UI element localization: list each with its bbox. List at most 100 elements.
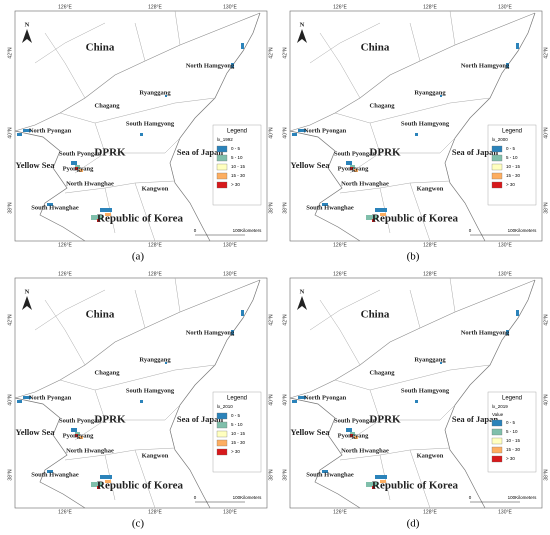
- panel-caption: (d): [407, 518, 420, 530]
- place-name: Chagang: [370, 369, 396, 376]
- latitude-label: 42°N: [7, 47, 13, 59]
- place-name: Yellow Sea: [16, 427, 56, 437]
- longitude-label: 128°E: [148, 271, 162, 277]
- legend-class: > 30: [231, 182, 240, 187]
- latitude-label: 38°N: [7, 469, 13, 481]
- longitude-label: 130°E: [498, 242, 512, 248]
- legend-class: 15 - 30: [231, 173, 246, 178]
- latitude-label: 42°N: [282, 314, 288, 326]
- latitude-label: 42°N: [7, 314, 13, 326]
- legend-title: Legend: [227, 129, 247, 135]
- place-name: North Hamgyong: [186, 62, 235, 69]
- place-name: South Hwanghae: [31, 204, 79, 211]
- legend-class: 15 - 30: [231, 440, 246, 445]
- legend-swatch: [216, 163, 228, 171]
- legend-swatch: [216, 154, 228, 162]
- latitude-label: 38°N: [282, 202, 288, 214]
- longitude-label: 128°E: [148, 4, 162, 10]
- legend-swatch: [216, 421, 228, 429]
- north-arrow-label: N: [300, 288, 305, 295]
- latitude-label: 40°N: [7, 127, 13, 139]
- legend-swatch: [216, 430, 228, 438]
- legend-layer: lx_1992: [217, 137, 233, 142]
- place-name: Sea of Japan: [452, 414, 499, 424]
- place-name: Yellow Sea: [291, 427, 331, 437]
- panel-caption: (a): [132, 251, 145, 263]
- panel-caption: (b): [407, 251, 420, 263]
- longitude-label: 130°E: [223, 271, 237, 277]
- longitude-label: 130°E: [223, 509, 237, 515]
- legend-swatch: [491, 428, 503, 436]
- latitude-label: 42°N: [543, 47, 549, 59]
- legend-class: 0 - 5: [506, 420, 516, 425]
- place-name: Chagang: [95, 369, 121, 376]
- legend-class: 5 - 10: [231, 422, 243, 427]
- legend-field: Value: [492, 412, 504, 417]
- latitude-label: 42°N: [282, 47, 288, 59]
- legend-swatch: [216, 439, 228, 447]
- place-name: North Hamgyong: [186, 329, 235, 336]
- legend-swatch: [491, 437, 503, 445]
- place-name: Ryanggang: [139, 89, 171, 96]
- latitude-label: 42°N: [543, 314, 549, 326]
- place-name: North Hwanghae: [341, 180, 389, 187]
- place-name: Republic of Korea: [97, 213, 183, 225]
- longitude-label: 130°E: [498, 4, 512, 10]
- place-name: Sea of Japan: [452, 147, 499, 157]
- longitude-label: 126°E: [58, 242, 72, 248]
- legend-swatch: [216, 172, 228, 180]
- place-name: DPRK: [369, 147, 401, 159]
- place-name: Kangwon: [142, 452, 169, 459]
- scale-label: 100Kilometers: [508, 495, 538, 500]
- place-name: Ryanggang: [414, 89, 446, 96]
- latitude-label: 42°N: [268, 314, 274, 326]
- longitude-label: 128°E: [423, 4, 437, 10]
- place-name: Pyongyang: [63, 432, 94, 439]
- longitude-label: 128°E: [148, 509, 162, 515]
- legend-class: > 30: [506, 182, 515, 187]
- north-arrow-label: N: [25, 288, 30, 295]
- latitude-label: 38°N: [7, 202, 13, 214]
- scale-label: 100Kilometers: [233, 228, 263, 233]
- legend-class: > 30: [506, 456, 515, 461]
- latitude-label: 38°N: [543, 469, 549, 481]
- legend-class: 15 - 30: [506, 173, 521, 178]
- map-panel: 126°E 126°E 128°E 128°E 130°E 130°E 42°N 42°N 40…: [7, 4, 274, 262]
- scale-label: 100Kilometers: [233, 495, 263, 500]
- place-name: South Pyongan: [59, 150, 101, 157]
- place-name: North Hwanghae: [341, 447, 389, 454]
- place-name: Kangwon: [142, 185, 169, 192]
- longitude-label: 126°E: [333, 271, 347, 277]
- place-name: North Hamgyong: [461, 329, 510, 336]
- place-name: South Pyongan: [59, 417, 101, 424]
- legend-layer: lx_2000: [492, 137, 508, 142]
- map-panel: 126°E 126°E 128°E 128°E 130°E 130°E 42°N 42°N 40…: [282, 4, 549, 262]
- legend-class: 0 - 5: [231, 413, 241, 418]
- scale-start: 0: [469, 228, 472, 233]
- legend-swatch: [491, 419, 503, 427]
- place-name: North Pyongan: [29, 394, 72, 401]
- latitude-label: 40°N: [282, 127, 288, 139]
- place-name: South Hwanghae: [306, 471, 354, 478]
- legend-class: > 30: [231, 449, 240, 454]
- legend-title: Legend: [502, 129, 522, 135]
- scale-start: 0: [194, 228, 197, 233]
- place-name: Sea of Japan: [177, 147, 224, 157]
- map-panel: 126°E 126°E 128°E 128°E 130°E 130°E 42°N 42°N 40…: [7, 271, 274, 529]
- longitude-label: 130°E: [223, 242, 237, 248]
- legend-swatch: [491, 154, 503, 162]
- legend-swatch: [491, 446, 503, 454]
- place-name: Pyongyang: [338, 432, 369, 439]
- place-name: South Hamgyong: [126, 387, 175, 394]
- legend-swatch: [491, 455, 503, 463]
- longitude-label: 126°E: [333, 242, 347, 248]
- legend-class: 15 - 30: [506, 447, 521, 452]
- north-arrow-label: N: [25, 21, 30, 28]
- legend-class: 5 - 10: [506, 155, 518, 160]
- legend-swatch: [491, 163, 503, 171]
- latitude-label: 38°N: [543, 202, 549, 214]
- latitude-label: 40°N: [268, 127, 274, 139]
- legend-swatch: [216, 448, 228, 456]
- place-name: DPRK: [94, 147, 126, 159]
